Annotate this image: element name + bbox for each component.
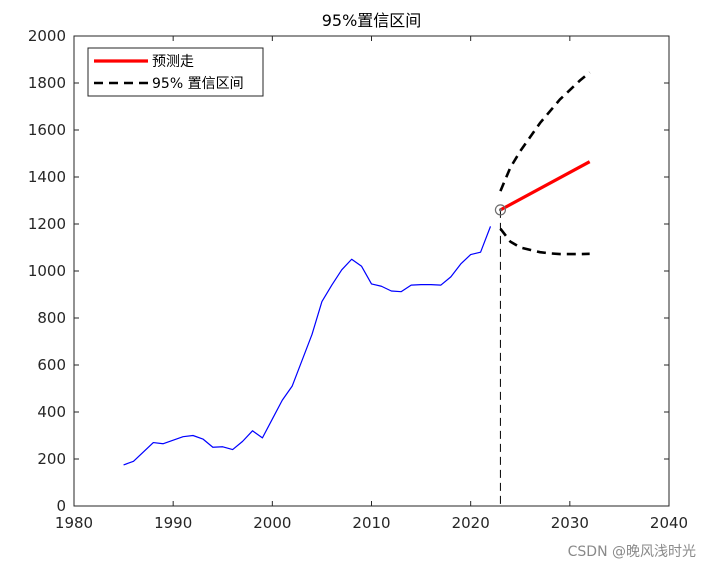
ci-lower-series-line (499, 227, 590, 256)
y-tick-label: 1600 (28, 121, 66, 139)
x-tick-label: 2020 (452, 514, 490, 532)
chart-title: 95%置信区间 (322, 11, 422, 30)
observed-series-line (123, 226, 492, 466)
y-tick-label: 1800 (28, 74, 66, 92)
forecast-start-marker-dot (498, 208, 502, 212)
legend: 预测走 95% 置信区间 (87, 47, 264, 97)
y-tick-label: 200 (37, 450, 66, 468)
ci-upper-series-line (499, 71, 591, 192)
forecast-series-line (499, 160, 591, 212)
plot-area-frame (73, 35, 670, 507)
y-tick-label: 2000 (28, 27, 66, 45)
x-tick-label: 1990 (154, 514, 192, 532)
x-tick-label: 2040 (650, 514, 688, 532)
x-tick-label: 1980 (55, 514, 93, 532)
y-tick-label: 400 (37, 403, 66, 421)
y-tick-label: 1400 (28, 168, 66, 186)
x-tick-label: 2030 (551, 514, 589, 532)
y-tick-label: 800 (37, 309, 66, 327)
y-tick-label: 600 (37, 356, 66, 374)
legend-box (87, 47, 264, 97)
x-tick-label: 2010 (352, 514, 390, 532)
legend-label: 预测走 (152, 54, 194, 70)
y-tick-label: 0 (56, 497, 66, 515)
y-tick-label: 1000 (28, 262, 66, 280)
legend-label: 95% 置信区间 (152, 76, 244, 92)
x-tick-label: 2000 (253, 514, 291, 532)
y-tick-label: 1200 (28, 215, 66, 233)
watermark-text: CSDN @晚风浅时光 (568, 544, 696, 560)
forecast-start-marker (494, 204, 507, 216)
